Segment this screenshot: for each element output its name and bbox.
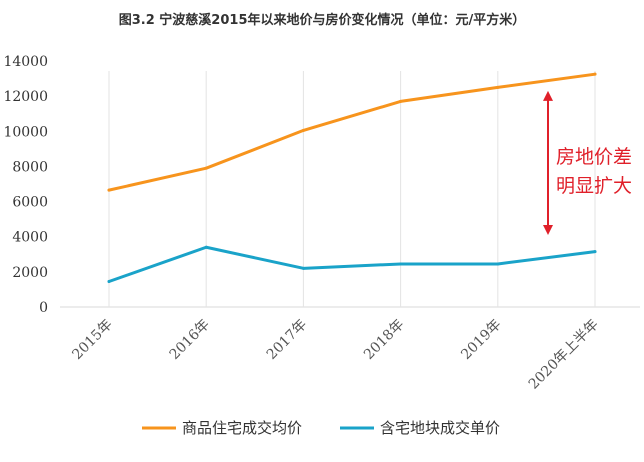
legend: 商品住宅成交均价 含宅地块成交单价 [142, 419, 500, 437]
x-tick-label: 2018年 [361, 317, 407, 363]
data-point [593, 72, 597, 76]
data-point [496, 262, 500, 266]
x-axis-ticks: 2015年 2016年 2017年 2018年 2019年 2020年上半年 [69, 317, 601, 393]
legend-label: 含宅地块成交单价 [380, 419, 500, 437]
annotation-text: 明显扩大 [556, 175, 632, 197]
grid [60, 71, 640, 308]
y-tick-label: 14000 [3, 54, 48, 70]
annotation-text: 房地价差 [556, 146, 632, 168]
y-tick-label: 0 [39, 300, 48, 316]
data-point [204, 245, 208, 249]
data-point [107, 188, 111, 192]
y-tick-label: 4000 [12, 230, 48, 246]
y-tick-label: 8000 [12, 159, 48, 175]
data-point [496, 85, 500, 89]
data-point [399, 262, 403, 266]
annotation-arrowhead-down [543, 224, 553, 235]
x-tick-label: 2020年上半年 [526, 317, 602, 393]
chart-title: 图3.2 宁波慈溪2015年以来地价与房价变化情况（单位：元/平方米） [119, 12, 526, 28]
data-point [301, 128, 305, 132]
x-tick-label: 2015年 [69, 317, 115, 363]
data-point [204, 166, 208, 170]
y-tick-label: 6000 [12, 195, 48, 211]
data-point [107, 280, 111, 284]
y-axis-ticks: 0 2000 4000 6000 8000 10000 12000 14000 [3, 54, 48, 316]
data-point [301, 266, 305, 270]
series-line-2 [107, 245, 597, 284]
data-point [593, 250, 597, 254]
data-point [399, 99, 403, 103]
y-tick-label: 10000 [3, 124, 48, 140]
x-tick-label: 2019年 [458, 317, 504, 363]
legend-label: 商品住宅成交均价 [182, 419, 302, 437]
series-line-1 [107, 72, 597, 192]
series-lines [107, 72, 597, 284]
y-tick-label: 12000 [3, 89, 48, 105]
x-tick-label: 2016年 [167, 317, 213, 363]
y-tick-label: 2000 [12, 265, 48, 281]
annotation-arrowhead-up [543, 90, 553, 101]
x-tick-label: 2017年 [264, 317, 310, 363]
